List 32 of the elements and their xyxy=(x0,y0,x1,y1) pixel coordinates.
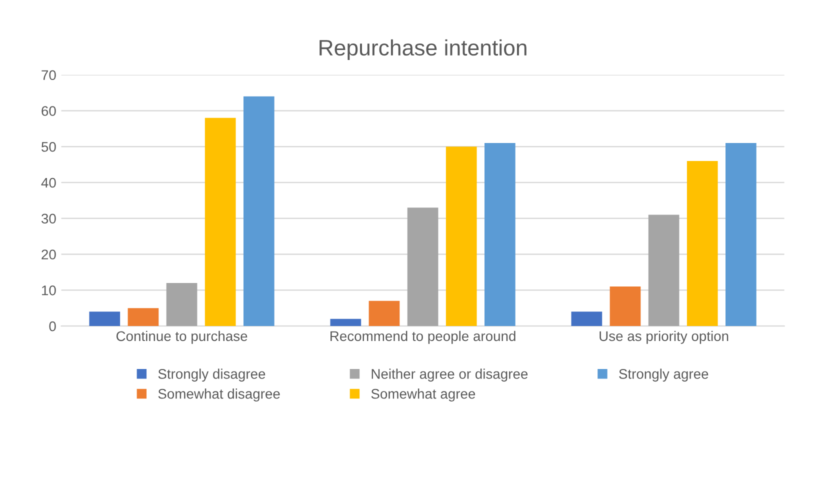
y-tick-label: 0 xyxy=(49,321,56,332)
x-tick-label: Recommend to people around xyxy=(330,330,516,344)
y-tick-label: 60 xyxy=(42,106,56,116)
bar xyxy=(407,208,438,326)
x-tick-label: Continue to purchase xyxy=(116,330,248,344)
bar xyxy=(446,146,477,326)
x-tick-label: Use as priority option xyxy=(600,330,728,344)
y-tick-label: 10 xyxy=(42,285,56,296)
y-tick-label: 50 xyxy=(42,142,56,152)
y-tick-label: 40 xyxy=(41,178,56,188)
bar xyxy=(89,312,120,326)
legend-label: Somewhat agree xyxy=(371,388,476,402)
bar xyxy=(204,118,236,326)
legend-label: Strongly disagree xyxy=(158,368,266,382)
y-tick-label: 20 xyxy=(42,250,56,260)
legend-label: Somewhat disagree xyxy=(158,388,280,402)
bar xyxy=(368,300,400,326)
chart-title: Repurchase intention xyxy=(320,39,526,60)
legend-label: Strongly agree xyxy=(619,368,708,382)
bar xyxy=(243,96,274,326)
bar xyxy=(648,214,680,326)
bar xyxy=(330,318,362,326)
y-tick-label: 30 xyxy=(41,214,56,224)
bar xyxy=(686,160,718,326)
bar xyxy=(571,312,602,326)
y-tick-label: 70 xyxy=(42,70,56,80)
bar xyxy=(726,143,756,326)
bar xyxy=(484,143,516,326)
bar xyxy=(166,282,198,326)
legend-label: Neither agree or disagree xyxy=(372,368,528,382)
bar xyxy=(128,308,159,326)
bar xyxy=(610,286,641,326)
